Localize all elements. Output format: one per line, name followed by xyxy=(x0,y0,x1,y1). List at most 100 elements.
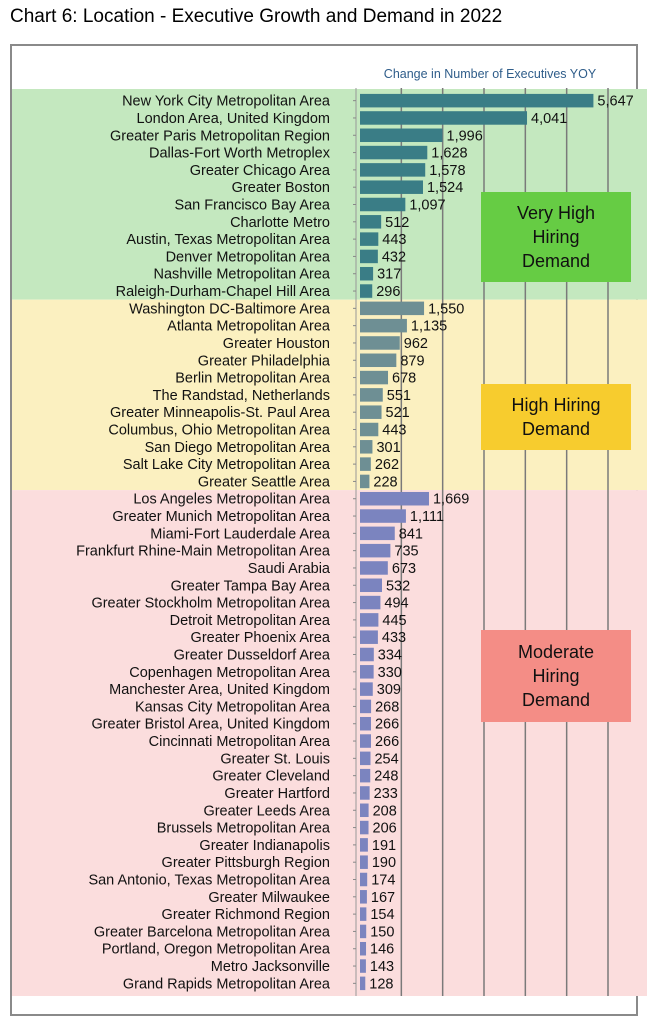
group-label-text: Moderate xyxy=(518,642,594,662)
bar xyxy=(360,543,391,558)
data-label: 167 xyxy=(371,890,395,906)
category-label: Grand Rapids Metropolitan Area xyxy=(123,976,331,992)
bar xyxy=(360,111,528,125)
bar xyxy=(360,128,443,143)
bar xyxy=(360,803,369,818)
data-label: 301 xyxy=(376,440,400,456)
bar xyxy=(360,941,367,956)
bar xyxy=(360,145,428,160)
data-label: 330 xyxy=(378,665,402,681)
bar xyxy=(360,734,371,748)
category-label: Manchester Area, United Kingdom xyxy=(109,682,330,698)
bar xyxy=(360,613,379,627)
bar xyxy=(360,976,366,991)
bar xyxy=(360,855,368,869)
category-label: Greater Leeds Area xyxy=(203,803,330,819)
data-label: 433 xyxy=(382,630,406,646)
group-label-text: High Hiring xyxy=(511,395,600,415)
bar xyxy=(360,474,370,489)
bar xyxy=(360,820,369,835)
data-label: 268 xyxy=(375,699,399,715)
data-label: 494 xyxy=(384,596,408,612)
data-label: 4,041 xyxy=(531,111,567,127)
category-label: San Diego Metropolitan Area xyxy=(145,440,331,456)
data-label: 551 xyxy=(387,388,411,404)
bar xyxy=(360,180,423,194)
category-label: Greater Bristol Area, United Kingdom xyxy=(91,717,330,733)
category-label: New York City Metropolitan Area xyxy=(122,94,331,110)
data-label: 254 xyxy=(374,751,398,767)
data-label: 879 xyxy=(400,353,424,369)
bar xyxy=(360,890,367,904)
category-label: Metro Jacksonville xyxy=(211,959,330,975)
data-label: 443 xyxy=(382,423,406,439)
group-label-text: Hiring xyxy=(532,227,579,247)
data-label: 532 xyxy=(386,578,410,594)
category-label: Greater Indianapolis xyxy=(199,838,330,854)
bar xyxy=(360,388,383,402)
category-label: The Randstad, Netherlands xyxy=(153,388,330,404)
data-label: 962 xyxy=(404,336,428,352)
bar xyxy=(360,318,407,333)
category-label: San Francisco Bay Area xyxy=(174,198,330,214)
category-label: Salt Lake City Metropolitan Area xyxy=(123,457,331,473)
bar xyxy=(360,751,371,766)
bar xyxy=(360,440,373,454)
bar xyxy=(360,838,368,852)
data-label: 228 xyxy=(373,474,397,490)
data-label: 248 xyxy=(374,769,398,785)
data-label: 1,097 xyxy=(409,198,445,214)
bar xyxy=(360,716,371,731)
bar xyxy=(360,336,400,350)
group-label-text: Demand xyxy=(522,251,590,271)
chart-subtitle: Change in Number of Executives YOY xyxy=(384,67,597,81)
data-label: 262 xyxy=(375,457,399,473)
data-label: 1,135 xyxy=(411,319,447,335)
category-label: Greater Philadelphia xyxy=(198,353,331,369)
bar xyxy=(360,699,372,714)
data-label: 154 xyxy=(370,907,394,923)
category-label: Portland, Oregon Metropolitan Area xyxy=(102,942,331,958)
category-label: Miami-Fort Lauderdale Area xyxy=(150,526,331,542)
bar xyxy=(360,422,379,437)
category-label: Greater St. Louis xyxy=(220,751,330,767)
group-band xyxy=(12,490,647,996)
category-label: Berlin Metropolitan Area xyxy=(175,371,331,387)
data-label: 735 xyxy=(394,544,418,560)
category-label: Atlanta Metropolitan Area xyxy=(167,319,331,335)
data-label: 208 xyxy=(373,803,397,819)
category-label: Greater Richmond Region xyxy=(162,907,330,923)
bar xyxy=(360,249,378,264)
bar xyxy=(360,301,425,316)
data-label: 841 xyxy=(399,526,423,542)
category-label: Brussels Metropolitan Area xyxy=(157,821,331,837)
data-label: 206 xyxy=(373,821,397,837)
category-label: Greater Stockholm Metropolitan Area xyxy=(91,596,330,612)
bar xyxy=(360,682,373,696)
data-label: 673 xyxy=(392,561,416,577)
data-label: 443 xyxy=(382,232,406,248)
category-label: Greater Phoenix Area xyxy=(191,630,331,646)
data-label: 191 xyxy=(372,838,396,854)
category-label: Greater Minneapolis-St. Paul Area xyxy=(110,405,331,421)
category-label: Greater Boston xyxy=(232,180,330,196)
category-label: San Antonio, Texas Metropolitan Area xyxy=(88,873,330,889)
category-label: Kansas City Metropolitan Area xyxy=(135,699,331,715)
category-label: Cincinnati Metropolitan Area xyxy=(149,734,331,750)
bar xyxy=(360,284,373,298)
bar xyxy=(360,215,382,229)
data-label: 150 xyxy=(370,924,394,940)
category-label: Greater Cleveland xyxy=(212,769,330,785)
category-label: Saudi Arabia xyxy=(248,561,331,577)
data-label: 1,524 xyxy=(427,180,463,196)
category-label: Detroit Metropolitan Area xyxy=(170,613,331,629)
category-label: Greater Hartford xyxy=(224,786,330,802)
data-label: 512 xyxy=(385,215,409,231)
bar xyxy=(360,457,371,471)
group-label-text: Very High xyxy=(517,203,595,223)
bar xyxy=(360,786,370,800)
group-label-box xyxy=(481,384,631,450)
data-label: 678 xyxy=(392,371,416,387)
data-label: 296 xyxy=(376,284,400,300)
